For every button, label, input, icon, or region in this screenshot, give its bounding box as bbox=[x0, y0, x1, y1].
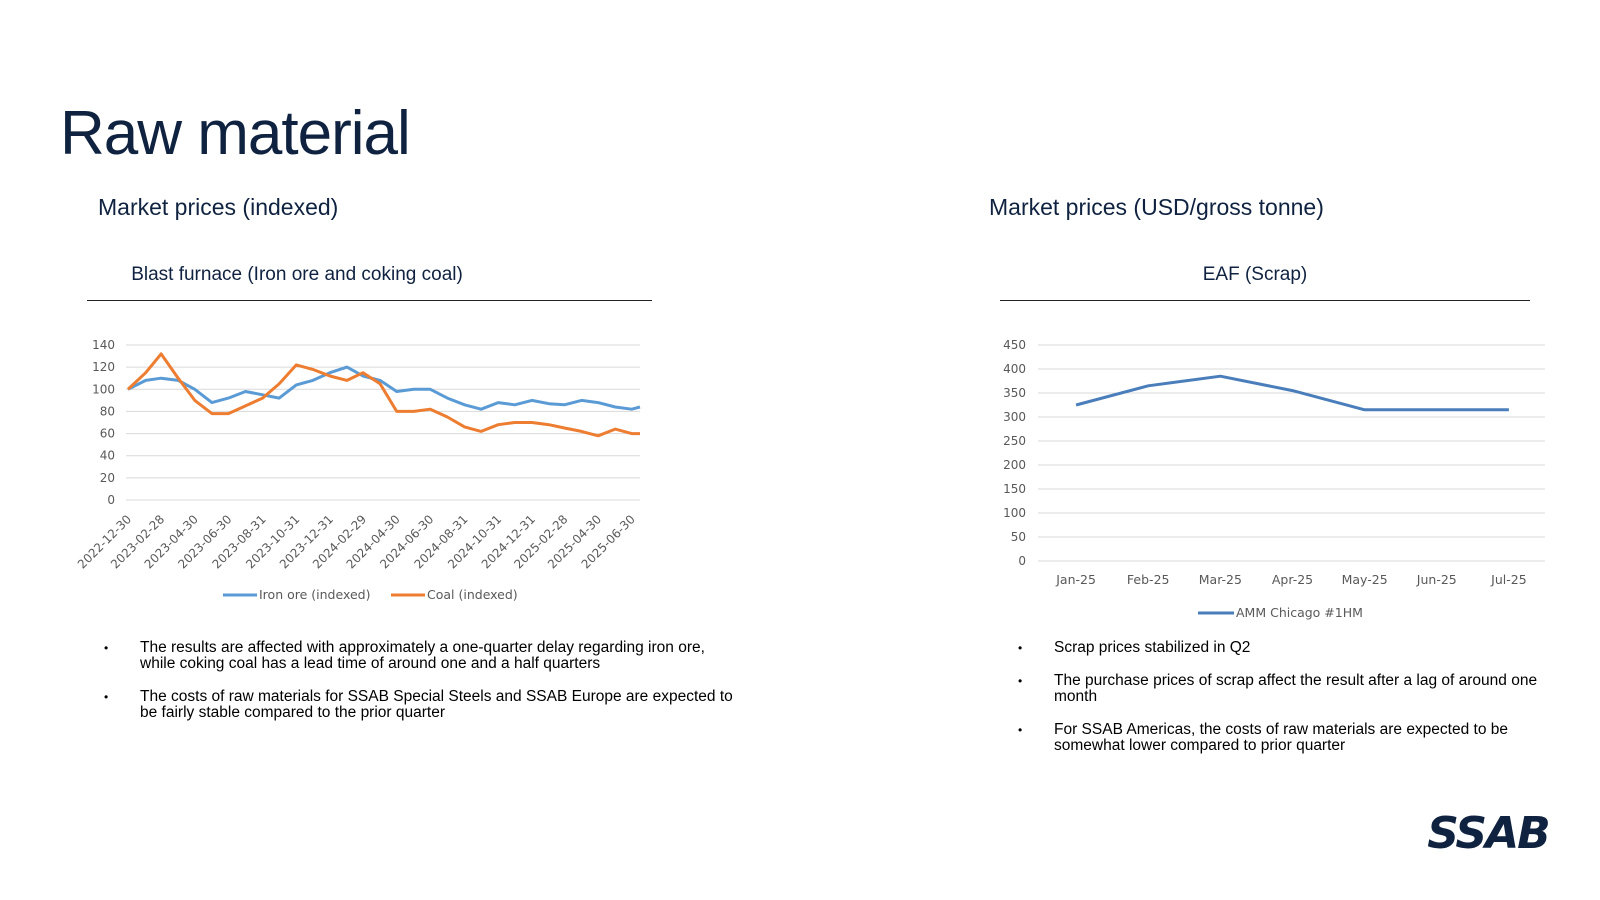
right-bullet-3: For SSAB Americas, the costs of raw mate… bbox=[1018, 722, 1538, 754]
y-tick-label: 20 bbox=[100, 471, 115, 485]
y-tick-label: 100 bbox=[1003, 506, 1026, 520]
eaf-title-rule bbox=[1000, 300, 1530, 301]
series-line-amm-chicago bbox=[1075, 374, 1509, 412]
right-section-heading: Market prices (USD/gross tonne) bbox=[989, 194, 1324, 220]
eaf-chart-title: EAF (Scrap) bbox=[1202, 264, 1308, 285]
y-tick-label: 0 bbox=[1018, 554, 1026, 568]
y-tick-label: 400 bbox=[1003, 362, 1026, 376]
right-bullet-2: The purchase prices of scrap affect the … bbox=[1018, 673, 1538, 705]
right-bullet-1: Scrap prices stabilized in Q2 bbox=[1018, 640, 1538, 657]
left-bullet-2: The costs of raw materials for SSAB Spec… bbox=[104, 689, 744, 721]
y-tick-label: 140 bbox=[92, 338, 115, 352]
y-tick-label: 120 bbox=[92, 360, 115, 374]
y-tick-label: 300 bbox=[1003, 410, 1026, 424]
x-tick-label: May-25 bbox=[1342, 572, 1388, 587]
blast-furnace-title-rule bbox=[87, 300, 652, 301]
y-tick-label: 100 bbox=[92, 382, 115, 396]
y-tick-label: 80 bbox=[100, 404, 115, 418]
y-tick-label: 200 bbox=[1003, 458, 1026, 472]
x-tick-label: Mar-25 bbox=[1199, 572, 1242, 587]
y-tick-label: 450 bbox=[1003, 338, 1026, 352]
ssab-logo: SSAB bbox=[1428, 808, 1548, 856]
legend-label-1: Coal (indexed) bbox=[427, 587, 518, 602]
y-tick-label: 150 bbox=[1003, 482, 1026, 496]
x-tick-label: Jul-25 bbox=[1490, 572, 1527, 587]
left-bullet-1: The results are affected with approximat… bbox=[104, 640, 744, 672]
y-tick-label: 40 bbox=[100, 449, 115, 463]
legend-label-0: Iron ore (indexed) bbox=[259, 587, 370, 602]
series-line-iron-ore bbox=[127, 365, 641, 411]
left-bullet-list: The results are affected with approximat… bbox=[104, 640, 744, 738]
right-bullet-list: Scrap prices stabilized in Q2 The purcha… bbox=[1018, 640, 1538, 771]
blast-furnace-chart-title: Blast furnace (Iron ore and coking coal) bbox=[131, 264, 463, 285]
eaf-scrap-chart: 0 50 100 150 200 250 300 350 400 450 Jan-25 Feb-25 M… bbox=[1003, 338, 1545, 620]
left-section-heading: Market prices (indexed) bbox=[98, 194, 339, 220]
x-tick-label: Apr-25 bbox=[1272, 572, 1313, 587]
y-tick-label: 50 bbox=[1011, 530, 1026, 544]
x-tick-label: Jun-25 bbox=[1416, 572, 1457, 587]
legend-label-0: AMM Chicago #1HM bbox=[1236, 605, 1363, 620]
x-tick-label: Jan-25 bbox=[1055, 572, 1096, 587]
y-tick-label: 60 bbox=[100, 427, 115, 441]
y-tick-label: 250 bbox=[1003, 434, 1026, 448]
series-line-coal bbox=[126, 352, 640, 438]
blast-furnace-chart: 0204060801001201402022-12-302023-02-2820… bbox=[75, 338, 641, 602]
ssab-logo-text: SSAB bbox=[1428, 808, 1548, 856]
x-tick-label: Feb-25 bbox=[1127, 572, 1170, 587]
page-title: Raw material bbox=[60, 99, 411, 168]
y-tick-label: 0 bbox=[107, 493, 115, 507]
y-tick-label: 350 bbox=[1003, 386, 1026, 400]
